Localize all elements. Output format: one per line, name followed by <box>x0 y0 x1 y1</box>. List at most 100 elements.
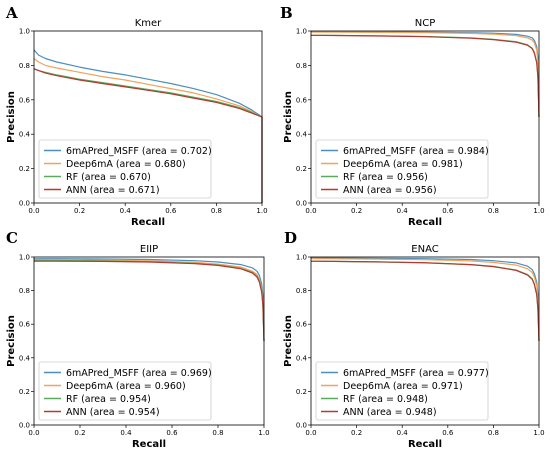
x-tick-label: 0.4 <box>120 429 132 437</box>
legend-box <box>315 139 489 199</box>
series-line-deep6ma <box>311 31 540 118</box>
series-line-ann <box>310 34 540 118</box>
legend-label: Deep6mA (area = 0.971) <box>343 381 463 392</box>
x-tick-label: 0.8 <box>488 207 499 215</box>
x-tick-label: 0.0 <box>305 429 316 437</box>
y-tick-label: 1.0 <box>296 28 307 36</box>
y-axis-label: Precision <box>283 315 294 367</box>
plot-frame <box>310 256 540 426</box>
legend-label: ANN (area = 0.671) <box>66 185 160 196</box>
series-line-rf <box>310 260 540 342</box>
x-tick-label: 1.0 <box>533 429 544 437</box>
legend-label: RF (area = 0.948) <box>343 394 428 405</box>
panel-letter: C <box>6 229 18 247</box>
y-tick-label: 0.6 <box>19 321 31 329</box>
x-axis-label: Recall <box>132 439 166 450</box>
panel-letter: B <box>280 4 293 22</box>
y-axis-label: Precision <box>6 315 17 367</box>
x-tick-label: 0.4 <box>397 207 409 215</box>
x-tick-label: 0.6 <box>442 429 454 437</box>
series-line-ann <box>33 68 263 203</box>
y-tick-label: 0.0 <box>19 200 30 208</box>
x-tick-label: 0.0 <box>28 207 39 215</box>
x-tick-label: 0.2 <box>74 207 85 215</box>
chart-title: EIIP <box>140 244 158 255</box>
legend-label: Deep6mA (area = 0.981) <box>343 159 463 170</box>
series-line-6mapred_msff <box>34 258 265 342</box>
legend-label: ANN (area = 0.956) <box>343 185 437 196</box>
series-line-6mapred_msff <box>33 49 263 203</box>
legend-label: Deep6mA (area = 0.680) <box>66 159 186 170</box>
legend-label: 6mAPred_MSFF (area = 0.984) <box>343 146 489 157</box>
y-tick-label: 1.0 <box>19 28 30 36</box>
x-tick-label: 1.0 <box>533 207 544 215</box>
series-line-6mapred_msff <box>311 31 540 118</box>
y-tick-label: 0.4 <box>19 354 31 362</box>
chart-title: Kmer <box>135 18 162 29</box>
y-axis-label: Precision <box>6 91 17 143</box>
y-tick-label: 0.0 <box>19 422 30 430</box>
y-tick-label: 0.0 <box>296 422 307 430</box>
y-tick-label: 0.8 <box>19 62 30 70</box>
legend-label: 6mAPred_MSFF (area = 0.969) <box>66 368 212 379</box>
x-tick-label: 0.8 <box>212 429 223 437</box>
plot-frame <box>33 256 265 426</box>
legend-box <box>315 361 489 421</box>
x-tick-label: 0.2 <box>74 429 85 437</box>
legend-label: Deep6mA (area = 0.960) <box>66 381 186 392</box>
x-tick-label: 0.8 <box>211 207 222 215</box>
y-tick-label: 0.2 <box>296 388 307 396</box>
x-tick-label: 0.6 <box>166 429 178 437</box>
plot-frame <box>33 30 263 204</box>
panel-letter: D <box>284 229 297 247</box>
legend-label: 6mAPred_MSFF (area = 0.702) <box>66 146 212 157</box>
legend-box <box>38 361 212 421</box>
y-axis-label: Precision <box>283 91 294 143</box>
plot-frame <box>310 30 540 204</box>
y-tick-label: 0.0 <box>296 200 307 208</box>
series-line-deep6ma <box>33 258 265 342</box>
x-tick-label: 0.2 <box>351 207 362 215</box>
x-tick-label: 0.0 <box>305 207 316 215</box>
x-tick-label: 0.2 <box>351 429 362 437</box>
x-tick-label: 0.8 <box>488 429 499 437</box>
y-tick-label: 0.4 <box>19 131 31 139</box>
y-tick-label: 0.6 <box>19 96 31 104</box>
y-tick-label: 0.6 <box>296 321 308 329</box>
y-tick-label: 0.6 <box>296 96 308 104</box>
legend-label: 6mAPred_MSFF (area = 0.977) <box>343 368 489 379</box>
x-tick-label: 0.4 <box>120 207 132 215</box>
x-tick-label: 1.0 <box>256 207 267 215</box>
legend-label: RF (area = 0.670) <box>66 172 151 183</box>
series-line-rf <box>311 34 540 118</box>
y-tick-label: 1.0 <box>296 254 307 262</box>
y-tick-label: 0.8 <box>19 287 30 295</box>
panel-letter: A <box>5 4 18 22</box>
y-tick-label: 0.2 <box>296 165 307 173</box>
x-tick-label: 0.6 <box>165 207 177 215</box>
y-tick-label: 0.2 <box>19 388 30 396</box>
y-tick-label: 0.4 <box>296 354 308 362</box>
x-axis-label: Recall <box>131 217 165 228</box>
series-line-ann <box>310 260 540 342</box>
x-tick-label: 0.4 <box>397 429 409 437</box>
legend-label: RF (area = 0.954) <box>66 394 151 405</box>
series-line-6mapred_msff <box>310 257 540 342</box>
x-tick-label: 0.6 <box>442 207 454 215</box>
x-tick-label: 1.0 <box>258 429 269 437</box>
series-line-deep6ma <box>310 258 540 342</box>
legend-label: ANN (area = 0.954) <box>66 407 160 418</box>
legend-label: ANN (area = 0.948) <box>343 407 437 418</box>
legend-box <box>38 139 212 199</box>
y-tick-label: 0.2 <box>19 165 30 173</box>
y-tick-label: 1.0 <box>19 254 30 262</box>
x-axis-label: Recall <box>408 217 442 228</box>
series-line-ann <box>34 260 265 342</box>
y-tick-label: 0.8 <box>296 287 307 295</box>
chart-title: NCP <box>415 18 436 29</box>
x-tick-label: 0.0 <box>28 429 39 437</box>
series-line-rf <box>33 259 265 342</box>
legend-label: RF (area = 0.956) <box>343 172 428 183</box>
y-tick-label: 0.8 <box>296 62 307 70</box>
